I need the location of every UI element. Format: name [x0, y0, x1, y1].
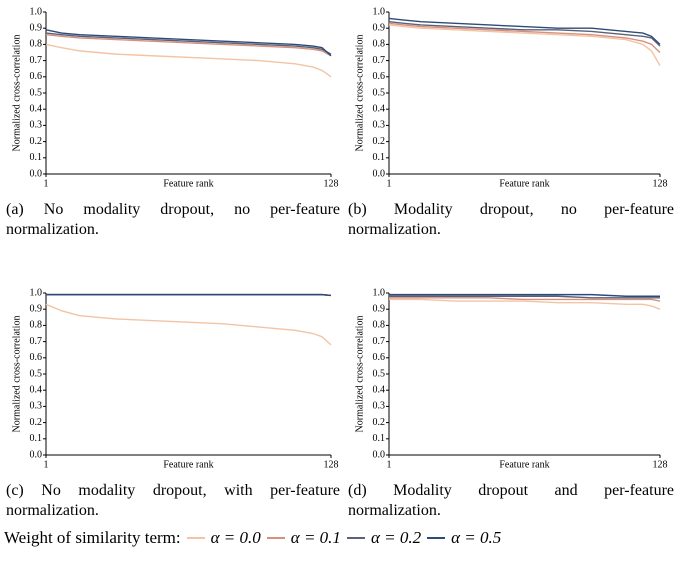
y-tick-label: 0.7 [373, 336, 386, 347]
legend-label: α = 0.2 [370, 528, 422, 547]
legend-label: α = 0.1 [290, 528, 341, 547]
data-line [45, 303, 332, 346]
data-line [388, 22, 661, 54]
data-line [389, 295, 660, 299]
y-tick-label: 0.0 [30, 449, 43, 460]
x-tick-label: 128 [653, 459, 668, 470]
chart: 0.0 0.1 0.2 0.3 0.4 0.5 0.6 0.7 0.8 0.9 1.0 1 128 Fea… [11, 6, 338, 189]
y-tick-label: 0.6 [373, 352, 386, 363]
caption: (b) Modality dropout, no per-feature nor… [348, 201, 674, 238]
y-tick-label: 0.4 [373, 103, 386, 114]
chart: 0.0 0.1 0.2 0.3 0.4 0.5 0.6 0.7 0.8 0.9 1.0 1 128 Fea… [354, 6, 667, 189]
y-tick-label: 0.7 [373, 55, 386, 66]
x-axis-label: Feature rank [499, 459, 549, 470]
data-line [45, 33, 332, 57]
y-tick-label: 0.8 [373, 39, 386, 50]
data-line [389, 297, 661, 302]
y-tick-label: 0.8 [30, 320, 43, 331]
x-tick-label: 128 [324, 178, 339, 189]
data-line [45, 32, 332, 55]
y-tick-label: 0.5 [373, 368, 386, 379]
y-tick-label: 0.9 [373, 303, 386, 314]
x-axis-label: Feature rank [163, 178, 213, 189]
y-tick-label: 0.4 [373, 384, 386, 395]
x-tick-label: 1 [387, 178, 392, 189]
legend: Weight of similarity term: α = 0.0 α = 0.1… [4, 528, 678, 548]
y-tick-label: 1.0 [373, 287, 386, 298]
legend-swatch [266, 537, 285, 539]
x-tick-label: 1 [44, 459, 49, 470]
y-tick-label: 0.2 [373, 417, 386, 428]
x-axis-label: Feature rank [163, 459, 213, 470]
y-tick-label: 1.0 [30, 287, 43, 298]
data-line [389, 293, 660, 297]
y-axis-label: Normalized cross-correlation [354, 35, 365, 152]
y-axis-label: Normalized cross-correlation [11, 316, 22, 433]
y-tick-label: 1.0 [373, 6, 386, 17]
y-tick-label: 0.4 [30, 384, 43, 395]
y-tick-label: 0.1 [373, 433, 386, 444]
y-tick-label: 0.4 [30, 103, 43, 114]
y-tick-label: 0.6 [373, 71, 386, 82]
data-line [388, 21, 661, 47]
y-tick-label: 0.5 [30, 368, 43, 379]
legend-item: α = 0.2 [346, 528, 422, 548]
x-tick-label: 128 [653, 178, 668, 189]
y-tick-label: 0.3 [30, 401, 43, 412]
legend-title: Weight of similarity term: [4, 528, 181, 547]
y-tick-label: 0.6 [30, 71, 43, 82]
x-tick-label: 1 [387, 459, 392, 470]
data-line [45, 29, 332, 57]
y-tick-label: 0.3 [373, 401, 386, 412]
data-line [46, 293, 332, 297]
legend-item: α = 0.5 [427, 528, 501, 548]
legend-swatch [346, 537, 365, 539]
chart: 0.0 0.1 0.2 0.3 0.4 0.5 0.6 0.7 0.8 0.9 1.0 1 128 Fea… [354, 287, 667, 470]
y-axis-label: Normalized cross-correlation [11, 35, 22, 152]
y-axis-label: Normalized cross-correlation [354, 316, 365, 433]
y-tick-label: 0.0 [373, 168, 386, 179]
y-tick-label: 0.9 [373, 22, 386, 33]
y-tick-label: 0.1 [30, 433, 43, 444]
chart: 0.0 0.1 0.2 0.3 0.4 0.5 0.6 0.7 0.8 0.9 1.0 1 128 Fea… [11, 287, 338, 470]
y-tick-label: 0.3 [373, 120, 386, 131]
y-tick-label: 0.5 [373, 87, 386, 98]
y-tick-label: 0.2 [30, 136, 43, 147]
y-tick-label: 0.0 [373, 449, 386, 460]
y-tick-label: 0.2 [30, 417, 43, 428]
y-tick-label: 0.9 [30, 303, 43, 314]
y-tick-label: 0.9 [30, 22, 43, 33]
data-line [388, 17, 661, 45]
y-tick-label: 0.2 [373, 136, 386, 147]
legend-label: α = 0.0 [210, 528, 261, 547]
data-line [45, 43, 332, 78]
legend-swatch [427, 537, 446, 539]
y-tick-label: 0.5 [30, 87, 43, 98]
y-tick-label: 0.0 [30, 168, 43, 179]
y-tick-label: 0.7 [30, 55, 43, 66]
x-tick-label: 128 [324, 459, 339, 470]
y-tick-label: 0.8 [373, 320, 386, 331]
x-axis-label: Feature rank [499, 178, 549, 189]
y-tick-label: 0.1 [373, 152, 386, 163]
legend-label: α = 0.5 [451, 528, 502, 547]
caption: (d) Modality dropout and per-feature nor… [348, 482, 674, 519]
caption: (a) No modality dropout, no per-feature … [6, 201, 340, 238]
legend-item: α = 0.0 [186, 528, 261, 548]
data-line [389, 298, 661, 310]
y-tick-label: 0.6 [30, 352, 43, 363]
y-tick-label: 0.8 [30, 39, 43, 50]
x-tick-label: 1 [44, 178, 49, 189]
legend-swatch [186, 537, 205, 539]
y-tick-label: 0.1 [30, 152, 43, 163]
y-tick-label: 1.0 [30, 6, 43, 17]
y-tick-label: 0.3 [30, 120, 43, 131]
y-tick-label: 0.7 [30, 336, 43, 347]
legend-item: α = 0.1 [266, 528, 341, 548]
caption: (c) No modality dropout, with per-featur… [6, 482, 340, 519]
data-line [388, 24, 661, 66]
